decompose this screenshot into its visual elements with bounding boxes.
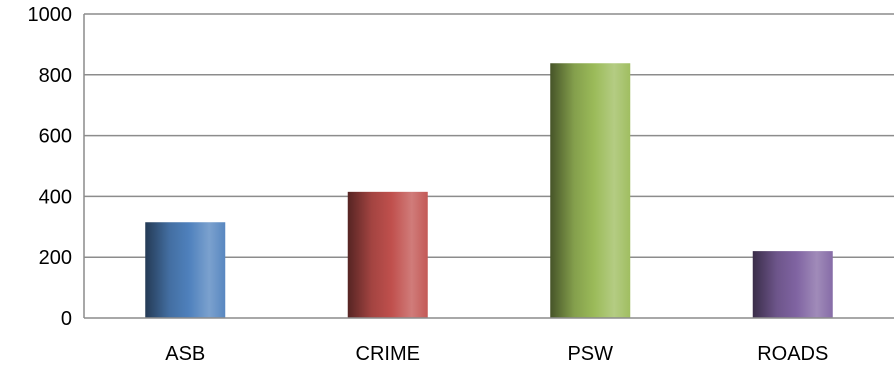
x-tick-label: PSW <box>567 343 613 365</box>
x-tick-label: CRIME <box>356 343 420 365</box>
bar-psw <box>550 63 631 318</box>
y-tick-label: 1000 <box>28 4 73 26</box>
axis-labels: 0 200 400 600 800 1000 ASB CRIME PSW ROADS <box>28 4 829 365</box>
y-tick-label: 400 <box>39 186 72 208</box>
x-tick-label: ROADS <box>757 343 828 365</box>
y-tick-label: 200 <box>39 247 72 269</box>
y-tick-label: 0 <box>61 308 72 330</box>
bar-roads <box>752 251 833 318</box>
axes <box>83 14 894 319</box>
y-tick-label: 800 <box>39 65 72 87</box>
bar-series <box>145 63 833 318</box>
x-tick-label: ASB <box>165 343 205 365</box>
grid-lines <box>84 13 894 258</box>
bar-asb <box>145 222 226 318</box>
bar-crime <box>347 191 428 318</box>
y-tick-label: 600 <box>39 126 72 148</box>
